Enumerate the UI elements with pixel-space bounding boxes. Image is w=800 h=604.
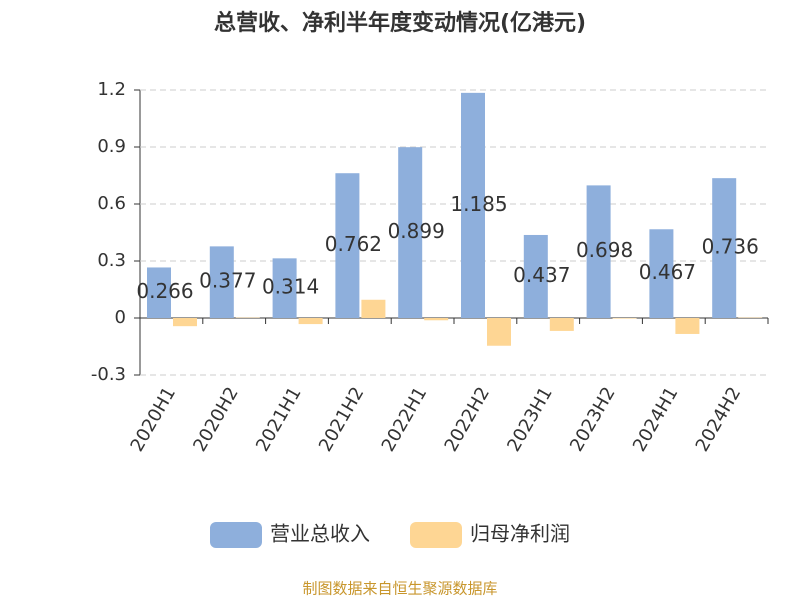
y-tick-label: 1.2 — [97, 79, 126, 100]
y-tick-label: 0.9 — [97, 136, 126, 157]
bar — [424, 318, 448, 320]
bar — [299, 318, 323, 324]
data-label: 0.899 — [388, 219, 445, 243]
y-tick-label: 0 — [115, 307, 126, 328]
x-tick-label: 2020H1 — [126, 384, 180, 456]
y-tick-label: -0.3 — [91, 364, 126, 385]
data-label: 0.437 — [513, 263, 570, 287]
bar — [487, 318, 511, 346]
x-tick-label: 2021H1 — [252, 384, 306, 456]
x-tick-label: 2023H2 — [566, 384, 620, 456]
bar — [675, 318, 699, 334]
legend-swatch — [410, 522, 462, 548]
data-label: 0.266 — [136, 279, 193, 303]
legend-label: 归母净利润 — [470, 522, 570, 546]
x-tick-label: 2021H2 — [315, 384, 369, 456]
x-tick-label: 2024H2 — [692, 384, 746, 456]
data-label: 0.698 — [576, 238, 633, 262]
data-label: 0.736 — [702, 235, 759, 259]
data-label: 0.314 — [262, 275, 319, 299]
data-label: 1.185 — [450, 192, 507, 216]
x-tick-label: 2022H1 — [378, 384, 432, 456]
y-tick-label: 0.6 — [97, 193, 126, 214]
bar — [173, 318, 197, 326]
x-tick-label: 2022H2 — [440, 384, 494, 456]
data-label: 0.377 — [199, 269, 256, 293]
bar — [361, 300, 385, 318]
data-label: 0.467 — [639, 260, 696, 284]
data-label: 0.762 — [325, 232, 382, 256]
bar — [613, 318, 637, 319]
chart-title: 总营收、净利半年度变动情况(亿港元) — [214, 10, 586, 36]
legend-swatch — [210, 522, 262, 548]
x-tick-label: 2023H1 — [503, 384, 557, 456]
x-tick-label: 2020H2 — [189, 384, 243, 456]
source-note: 制图数据来自恒生聚源数据库 — [302, 580, 497, 598]
x-tick-label: 2024H1 — [629, 384, 683, 456]
bar — [550, 318, 574, 331]
legend-label: 营业总收入 — [270, 522, 370, 546]
y-tick-label: 0.3 — [97, 250, 126, 271]
